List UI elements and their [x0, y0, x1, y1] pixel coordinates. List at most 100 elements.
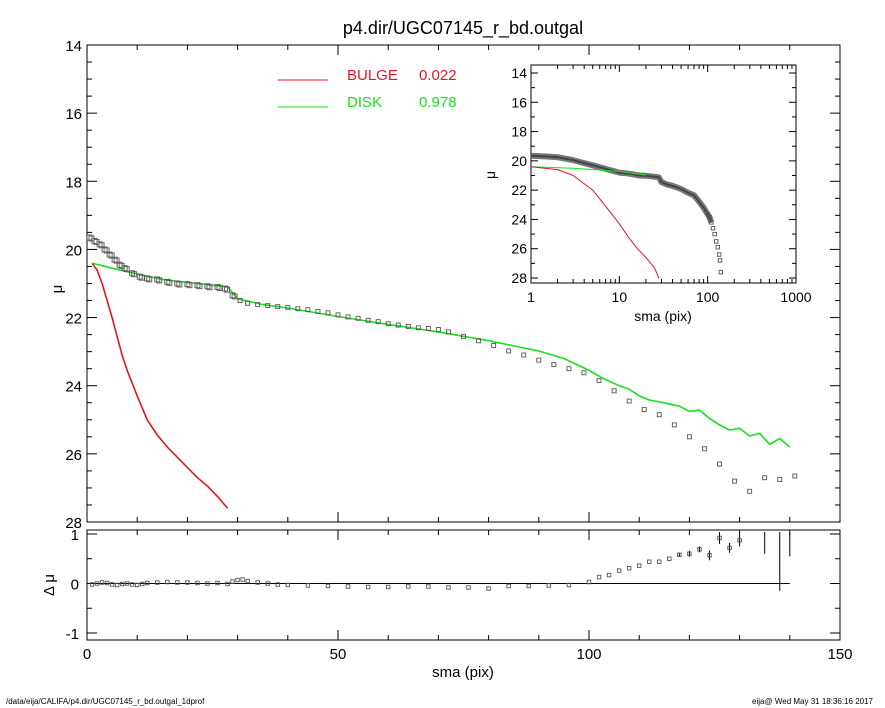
resid-point: [365, 584, 371, 590]
resid-y-tick-label: 1: [71, 527, 79, 544]
resid-point: [245, 578, 250, 584]
inset-y-tick-label: 22: [511, 182, 527, 198]
resid-point: [657, 559, 662, 564]
legend: BULGE 0.022 DISK 0.978: [278, 67, 457, 111]
resid-point: [466, 585, 471, 590]
y-tick-label: 16: [65, 106, 82, 123]
data-point: [566, 366, 572, 372]
inset-data-band-core: [531, 154, 713, 223]
resid-point: [305, 583, 311, 588]
inset-y-tick-label: 18: [511, 124, 527, 140]
resid-point: [205, 581, 210, 586]
data-point: [435, 327, 441, 332]
data-point: [385, 321, 391, 327]
legend-value-bulge: 0.022: [419, 67, 457, 84]
data-point: [265, 303, 271, 309]
data-point: [116, 261, 123, 268]
data-point: [445, 329, 451, 335]
data-point: [611, 388, 617, 394]
data-point: [762, 475, 768, 481]
resid-point: [114, 582, 120, 588]
inset-y-tick-label: 20: [511, 153, 527, 169]
data-point: [222, 285, 229, 292]
data-point: [671, 422, 677, 428]
data-point: [777, 476, 783, 482]
data-point: [166, 279, 173, 286]
resid-point: [265, 581, 270, 586]
bulge-line: [91, 262, 229, 509]
data-point: [101, 246, 108, 253]
resid-point: [89, 582, 95, 587]
data-point: [325, 310, 331, 316]
main-profile-panel: 14 16 18 20 22 24 26 28 μ: [49, 38, 841, 532]
data-point: [111, 256, 118, 263]
resid-point: [727, 545, 732, 551]
resid-point: [134, 582, 140, 588]
chart-title: p4.dir/UGC07145_r_bd.outgal: [343, 18, 583, 39]
data-point: [596, 378, 602, 384]
y-tick-label: 18: [65, 174, 82, 191]
resid-point: [526, 583, 531, 589]
data-point: [355, 315, 361, 321]
data-point: [792, 473, 798, 479]
data-point: [425, 326, 431, 331]
data-point: [113, 257, 120, 264]
data-point: [626, 398, 632, 404]
resid-point: [667, 556, 672, 561]
resid-point: [129, 582, 135, 587]
resid-point: [506, 583, 511, 589]
data-point: [581, 370, 587, 376]
data-point: [461, 333, 466, 339]
resid-point: [637, 563, 642, 568]
data-point: [305, 307, 311, 313]
resid-point: [677, 552, 682, 557]
y-tick-label: 20: [65, 242, 82, 259]
inset-data-point: [718, 269, 724, 275]
resid-point: [596, 574, 602, 580]
data-point: [245, 300, 251, 306]
residual-plot-frame: [86, 529, 841, 641]
data-point: [656, 412, 662, 418]
data-point: [98, 242, 105, 249]
y-tick-label: 22: [65, 311, 82, 328]
data-point: [123, 266, 130, 273]
data-point: [216, 284, 223, 291]
data-point: [285, 304, 291, 310]
resid-point: [386, 584, 391, 590]
legend-label-bulge: BULGE: [347, 67, 398, 84]
resid-y-tick-label: 0: [71, 577, 79, 594]
data-point: [717, 461, 722, 467]
resid-point: [240, 577, 245, 582]
inset-disk-line: [531, 166, 646, 176]
resid-point: [647, 559, 652, 564]
data-point: [131, 271, 138, 278]
data-point: [87, 234, 93, 241]
data-point: [506, 348, 512, 354]
data-point: [184, 281, 191, 288]
data-point: [732, 478, 738, 484]
resid-point: [185, 580, 190, 585]
data-point: [196, 283, 203, 290]
data-point: [108, 252, 115, 259]
data-point: [255, 302, 261, 308]
data-point: [641, 407, 647, 413]
resid-point: [140, 581, 145, 587]
resid-point: [586, 579, 592, 585]
data-point: [129, 270, 136, 277]
y-tick-label: 26: [65, 447, 82, 464]
resid-point: [426, 584, 431, 589]
resid-point: [145, 580, 150, 586]
x-tick-label: 50: [330, 646, 347, 663]
inset-data-point: [716, 252, 722, 257]
inset-x-tick-label: 1: [527, 289, 535, 305]
resid-point: [707, 553, 712, 558]
data-point: [154, 276, 161, 283]
legend-value-disk: 0.978: [419, 94, 457, 111]
inset-x-tick-label: 100: [696, 289, 720, 305]
resid-point: [155, 580, 160, 585]
resid-point: [285, 582, 290, 588]
data-point: [144, 275, 151, 282]
data-point: [476, 338, 482, 344]
resid-point: [195, 580, 200, 586]
inset-data-point: [715, 245, 720, 250]
